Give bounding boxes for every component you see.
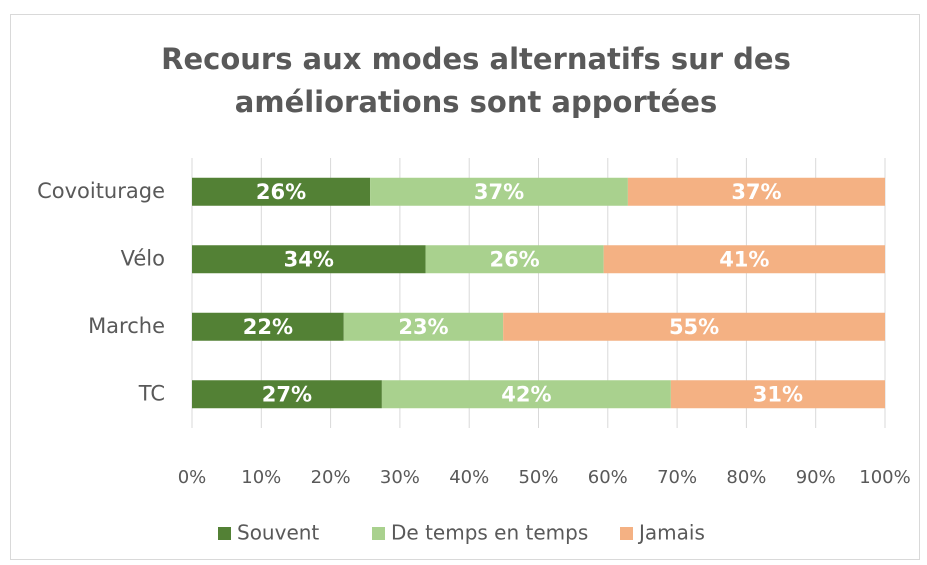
bar-segment — [192, 245, 426, 274]
bar-segment — [603, 245, 885, 274]
bar-segment — [192, 380, 382, 409]
legend-swatch — [620, 527, 633, 540]
legend-swatch — [372, 527, 385, 540]
data-label: 55% — [669, 315, 719, 339]
data-label: 41% — [719, 247, 769, 271]
data-label: 31% — [753, 382, 803, 406]
y-tick-label: Marche — [88, 314, 165, 338]
data-label: 34% — [284, 247, 334, 271]
x-tick-label: 40% — [449, 467, 489, 488]
data-label: 26% — [489, 247, 539, 271]
x-tick-label: 60% — [588, 467, 628, 488]
bar-segment — [343, 312, 504, 341]
data-label: 26% — [256, 180, 306, 204]
x-tick-label: 30% — [380, 467, 420, 488]
x-tick-label: 70% — [657, 467, 697, 488]
y-tick-label: Vélo — [121, 246, 165, 270]
x-tick-label: 10% — [241, 467, 281, 488]
bar-segment — [627, 177, 885, 206]
data-label: 37% — [474, 180, 524, 204]
y-tick-label: Covoiturage — [37, 179, 165, 203]
legend-label: De temps en temps — [391, 521, 588, 545]
chart-title: Recours aux modes alternatifs sur des am… — [161, 42, 791, 119]
bar-segment — [192, 312, 344, 341]
x-tick-label: 90% — [796, 467, 836, 488]
y-tick-label: TC — [138, 381, 165, 405]
data-label: 27% — [262, 382, 312, 406]
data-label: 22% — [243, 315, 293, 339]
bar-segment — [425, 245, 604, 274]
legend-swatch — [218, 527, 231, 540]
x-tick-label: 0% — [178, 467, 207, 488]
legend-label: Souvent — [237, 521, 319, 545]
legend-label: Jamais — [637, 521, 705, 545]
bar-segment — [370, 177, 628, 206]
bar-segment — [192, 177, 371, 206]
chart-border — [10, 14, 920, 560]
data-label: 37% — [731, 180, 781, 204]
x-tick-label: 50% — [518, 467, 558, 488]
x-tick-label: 80% — [726, 467, 766, 488]
data-label: 42% — [501, 382, 551, 406]
data-label: 23% — [398, 315, 448, 339]
bar-segment — [503, 312, 885, 341]
x-tick-label: 100% — [859, 467, 910, 488]
x-tick-label: 20% — [311, 467, 351, 488]
bar-segment — [670, 380, 885, 409]
bar-segment — [381, 380, 671, 409]
